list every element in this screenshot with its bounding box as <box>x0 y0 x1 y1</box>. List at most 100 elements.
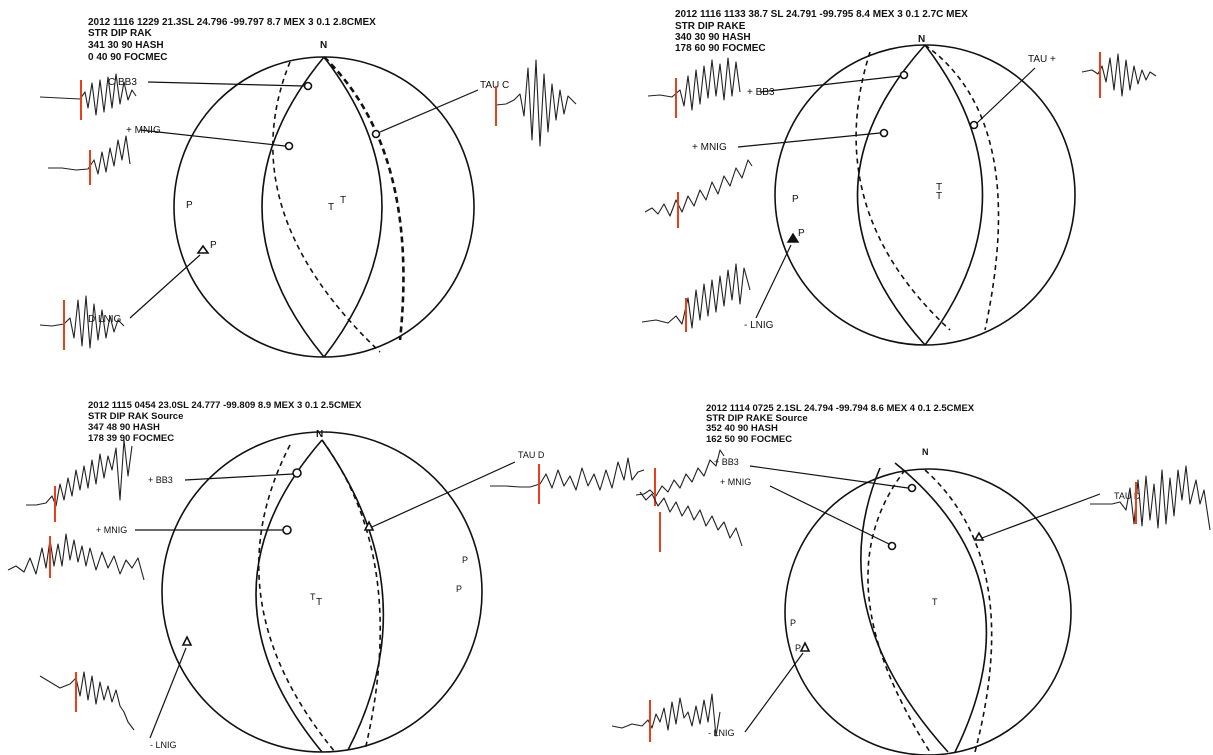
panel-3-tau-triangle-icon <box>363 520 375 531</box>
panel-4-mnig-waveform <box>639 491 743 547</box>
panel-1-p-axis-label-2: P <box>210 240 217 251</box>
panel-2-auxiliary-plane-dashed-east <box>924 44 1000 331</box>
panel-3-auxiliary-plane-dashed <box>258 444 336 753</box>
panel-4-auxiliary-plane-dashed <box>867 469 931 753</box>
panel-2-station-bb3: + BB3 <box>747 87 775 98</box>
panel-4-header-line-3: 352 40 90 HASH <box>706 423 778 434</box>
panel-4-lnig-waveform <box>611 693 721 737</box>
panel-2-header-line-1: 2012 1116 1133 38.7 SL 24.791 -99.795 8.… <box>675 9 968 20</box>
panel-3-bb3-leader <box>184 473 294 481</box>
panel-4-station-bb3: + BB3 <box>714 457 739 467</box>
panel-1-header-line-2: STR DIP RAK <box>88 28 152 39</box>
panel-3-tau-leader <box>371 461 516 528</box>
panel-3-bb3-circle-icon <box>292 468 302 478</box>
panel-2-header-line-4: 178 60 90 FOCMEC <box>675 43 766 54</box>
panel-1-north-label: N <box>320 40 327 51</box>
panel-1-header-line-1: 2012 1116 1229 21.3SL 24.796 -99.797 8.7… <box>88 17 376 28</box>
panel-4-header-line-1: 2012 1114 0725 2.1SL 24.794 -99.794 8.6 … <box>706 403 975 414</box>
panel-4-t-axis-label: T <box>932 597 938 607</box>
panel-3-mnig-waveform <box>7 533 145 581</box>
panel-4-nodal-plane-east <box>894 462 988 753</box>
panel-1-header-line-4: 0 40 90 FOCMEC <box>88 52 167 63</box>
panel-2-north-label: N <box>918 34 925 45</box>
panel-4-station-tau: TAU D <box>1114 491 1141 501</box>
panel-2-p-axis-label: P <box>792 194 799 205</box>
panel-2-bb3-leader <box>759 75 901 93</box>
panel-3-station-lnig: - LNIG <box>150 740 177 750</box>
panel-4-station-lnig: - LNIG <box>708 728 735 738</box>
panel-4-lnig-leader <box>744 652 804 733</box>
panel-2-t-axis-label: T <box>936 182 942 193</box>
panel-2-mnig-waveform <box>644 159 753 217</box>
panel-4-tau-waveform <box>1090 465 1211 531</box>
panel-4-north-label: N <box>922 447 929 457</box>
panel-4-p-axis-label-2: P <box>795 643 801 653</box>
panel-3-t-axis-label: T <box>310 592 316 602</box>
panel-2-focal-sphere <box>774 44 1076 346</box>
panel-1-mnig-waveform <box>48 135 131 175</box>
panel-3-header-line-2: STR DIP RAK Source <box>88 411 183 422</box>
panel-2-auxiliary-plane-dashed <box>855 51 951 331</box>
panel-3-lnig-leader <box>149 647 187 739</box>
panel-2-lnig-leader <box>755 244 792 319</box>
panel-2-mnig-leader <box>737 132 881 148</box>
panel-4-lnig-triangle-icon <box>799 641 811 652</box>
panel-4-bb3-circle-icon <box>907 483 917 493</box>
panel-4-header-line-4: 162 50 90 FOCMEC <box>706 434 792 445</box>
panel-2-station-tau: TAU + <box>1028 54 1056 65</box>
panel-4-header-line-2: STR DIP RAKE Source <box>706 413 808 424</box>
panel-4-station-mnig: + MNIG <box>720 477 751 487</box>
panel-3-station-tau: TAU D <box>518 450 545 460</box>
panel-1-nodal-plane-east <box>323 56 383 358</box>
panel-4-mnig-circle-icon <box>887 541 897 551</box>
panel-4-nodal-plane-west <box>860 467 949 753</box>
panel-3-lnig-waveform <box>39 671 135 731</box>
panel-1-mnig-circle-icon <box>284 141 294 151</box>
panel-2-bb3-waveform <box>647 57 741 111</box>
panel-1-nodal-plane-west <box>261 56 325 358</box>
panel-3-lnig-triangle-icon <box>181 635 193 646</box>
panel-2-station-lnig: - LNIG <box>744 320 774 331</box>
panel-2-t-axis-label-2: T <box>936 191 942 202</box>
panel-3-p-axis-label: P <box>462 555 468 565</box>
panel-4-p-axis-label: P <box>790 618 796 628</box>
panel-1-bb3-waveform <box>39 73 137 116</box>
panel-3-bb3-waveform <box>26 439 133 507</box>
panel-1-tau-circle-icon <box>371 129 381 139</box>
panel-2-mnig-circle-icon <box>879 128 889 138</box>
panel-4-bb3-waveform <box>635 449 725 497</box>
panel-2-bb3-circle-icon <box>899 70 909 80</box>
panel-2-lnig-waveform <box>641 263 751 329</box>
panel-4: 2012 1114 0725 2.1SL 24.794 -99.794 8.6 … <box>611 403 1211 755</box>
panel-2-header-line-3: 340 30 90 HASH <box>675 32 751 43</box>
panel-2-tau-leader <box>976 67 1036 124</box>
panel-4-bb3-leader <box>749 465 909 489</box>
panel-3-mnig-circle-icon <box>282 525 292 535</box>
panel-1-t-axis-label-2: T <box>340 195 346 206</box>
panel-1-header-line-3: 341 30 90 HASH <box>88 40 164 51</box>
panel-4-auxiliary-plane-dashed-east <box>924 469 993 753</box>
panel-3-header-line-4: 178 39 90 FOCMEC <box>88 433 174 444</box>
panel-1-lnig-waveform <box>39 295 125 349</box>
panel-1: 2012 1116 1229 21.3SL 24.796 -99.797 8.7… <box>39 17 577 358</box>
panel-3-north-label: N <box>316 429 323 440</box>
panel-1-lnig-triangle-icon <box>196 244 210 254</box>
panel-1-tau-leader <box>379 89 479 133</box>
panel-3-header-line-3: 347 48 90 HASH <box>88 422 160 433</box>
panel-1-mnig-leader <box>139 129 286 147</box>
panel-3-station-mnig: + MNIG <box>96 525 127 535</box>
panel-3-nodal-plane-west <box>255 439 323 753</box>
panel-1-station-lnig: D LNIG <box>88 314 122 325</box>
panel-3-header-line-1: 2012 1115 0454 23.0SL 24.777 -99.809 8.9… <box>88 400 362 411</box>
panel-3-tau-waveform <box>490 457 645 491</box>
panel-1-t-axis-label: T <box>328 202 334 213</box>
panel-1-auxiliary-plane-dashed <box>272 61 381 353</box>
panel-2-header-line-2: STR DIP RAKE <box>675 21 746 32</box>
panel-1-bb3-leader <box>147 81 305 87</box>
panel-3-p-axis-label-2: P <box>456 584 462 594</box>
panel-4-tau-leader <box>981 493 1101 539</box>
panel-1-bb3-circle-icon <box>303 81 313 91</box>
panel-3-auxiliary-plane-dashed-east <box>321 439 381 751</box>
panel-1-auxiliary-plane-bold-dashed <box>323 56 405 341</box>
